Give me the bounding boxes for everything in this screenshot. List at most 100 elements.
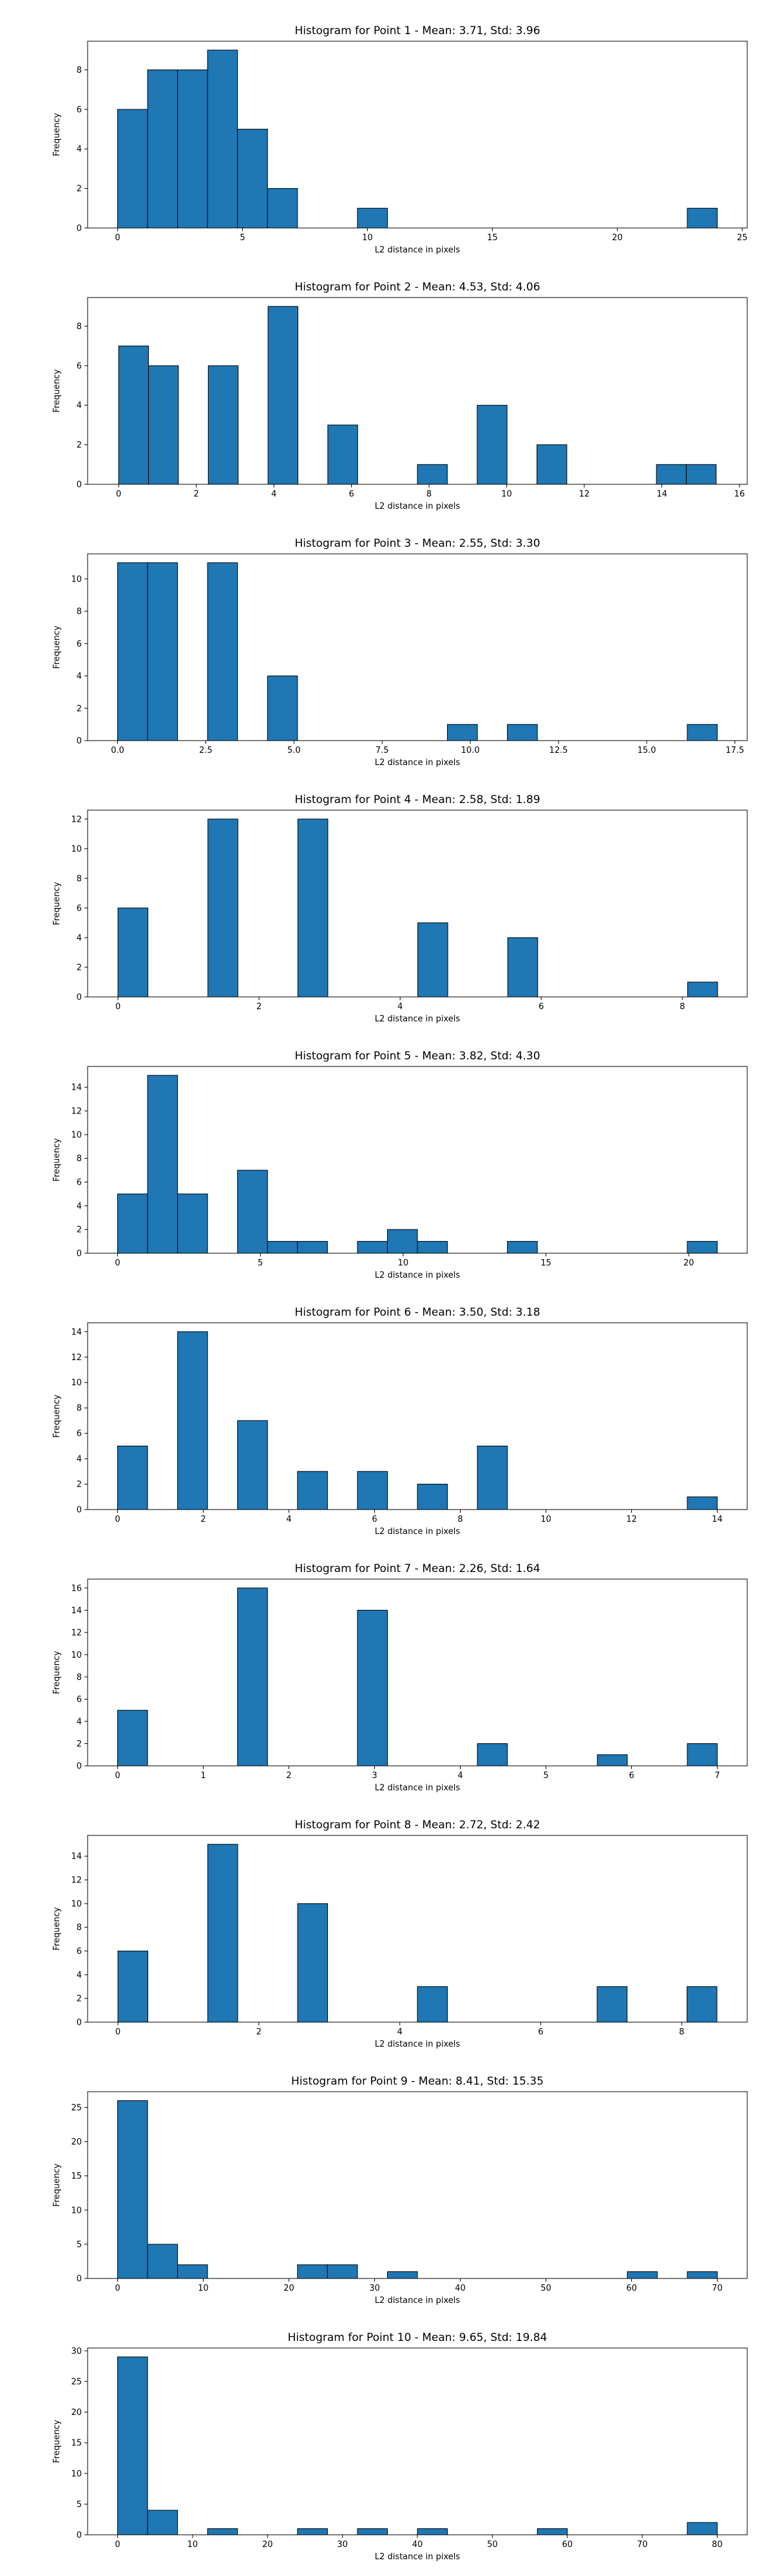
histogram-bar	[687, 724, 718, 741]
plot-frame	[87, 2091, 748, 2279]
x-tick-label: 80	[712, 2540, 723, 2550]
y-axis-label: Frequency	[52, 2420, 62, 2463]
histogram-bar	[417, 2528, 448, 2535]
y-tick-label: 5	[77, 2500, 82, 2510]
x-tick-label: 6	[539, 1002, 544, 1012]
x-tick-label: 10	[501, 489, 512, 499]
x-tick-label: 6	[629, 1771, 634, 1781]
x-tick-label: 2	[256, 1002, 262, 1012]
histogram-bar	[207, 50, 238, 229]
plot-frame	[87, 810, 748, 998]
y-tick-label: 8	[77, 66, 82, 75]
y-tick-label: 12	[71, 1107, 82, 1117]
histogram-bar	[297, 2528, 328, 2535]
y-tick-label: 20	[71, 2408, 82, 2418]
x-tick-label: 12	[579, 489, 590, 499]
x-tick-label: 0	[115, 1002, 120, 1012]
x-tick-label: 40	[455, 2284, 466, 2293]
x-tick-label: 0	[115, 2540, 120, 2550]
histogram-bar	[147, 2510, 178, 2535]
y-tick-label: 0	[77, 2018, 82, 2028]
x-axis-label: L2 distance in pixels	[375, 1271, 461, 1280]
y-tick-label: 8	[77, 322, 82, 332]
y-tick-label: 0	[77, 480, 82, 490]
y-tick-label: 6	[77, 639, 82, 649]
chart-title: Histogram for Point 3 - Mean: 2.55, Std:…	[294, 537, 540, 550]
histogram-bar	[357, 1609, 388, 1766]
chart-title: Histogram for Point 8 - Mean: 2.72, Std:…	[294, 1819, 540, 1832]
y-tick-label: 8	[77, 1404, 82, 1414]
y-tick-label: 2	[77, 1739, 82, 1749]
y-tick-label: 0	[77, 2531, 82, 2541]
x-tick-label: 6	[348, 489, 354, 499]
histogram-bar	[207, 1844, 238, 2023]
x-tick-label: 0	[115, 233, 120, 243]
histogram-bar	[596, 1754, 628, 1766]
histogram-bar	[507, 724, 538, 741]
histogram-bar	[687, 1496, 718, 1510]
x-tick-label: 12	[626, 1515, 637, 1524]
histogram-bar	[147, 70, 178, 229]
y-tick-label: 10	[71, 844, 82, 854]
y-tick-label: 4	[77, 1455, 82, 1464]
y-tick-label: 15	[71, 2172, 82, 2181]
y-tick-label: 2	[77, 440, 82, 450]
y-tick-label: 10	[71, 1130, 82, 1140]
histogram-bar	[687, 207, 718, 229]
histogram-bar	[267, 188, 298, 229]
histogram-bar	[687, 1743, 718, 1766]
histogram-panel-4: Histogram for Point 4 - Mean: 2.58, Std:…	[52, 793, 748, 1024]
chart-title: Histogram for Point 10 - Mean: 9.65, Std…	[288, 2331, 548, 2344]
x-axis-label: L2 distance in pixels	[375, 758, 461, 768]
x-tick-label: 10	[398, 1258, 409, 1268]
x-tick-label: 4	[271, 489, 276, 499]
histogram-bar	[417, 1986, 448, 2023]
y-tick-label: 6	[77, 105, 82, 115]
x-axis-label: L2 distance in pixels	[375, 1014, 461, 1024]
y-tick-label: 4	[77, 933, 82, 943]
histogram-bar	[117, 1445, 148, 1510]
histogram-bar	[148, 365, 179, 485]
x-tick-label: 10.0	[461, 746, 480, 755]
y-tick-label: 4	[77, 1717, 82, 1727]
y-tick-label: 0	[77, 1506, 82, 1515]
histogram-bar	[207, 2528, 238, 2535]
histogram-bar	[147, 2244, 178, 2279]
plot-frame	[87, 41, 748, 229]
y-tick-label: 2	[77, 1994, 82, 2004]
histogram-bar	[117, 109, 148, 229]
histogram-bar	[177, 1331, 208, 1510]
y-tick-label: 12	[71, 1353, 82, 1363]
x-tick-label: 0	[115, 2027, 120, 2037]
plot-frame	[87, 1066, 748, 1254]
plot-frame	[87, 1835, 748, 2023]
histogram-bar	[297, 2264, 328, 2279]
histogram-bar	[327, 2264, 358, 2279]
x-tick-label: 70	[712, 2284, 723, 2293]
plot-frame	[87, 297, 748, 485]
histogram-bar	[477, 1743, 508, 1766]
x-axis-label: L2 distance in pixels	[375, 1527, 461, 1537]
histogram-bar	[117, 2356, 148, 2535]
y-tick-label: 6	[77, 1178, 82, 1188]
chart-title: Histogram for Point 2 - Mean: 4.53, Std:…	[294, 281, 540, 294]
y-tick-label: 8	[77, 1154, 82, 1164]
histogram-bar	[687, 2271, 718, 2279]
y-axis-label: Frequency	[52, 1394, 62, 1437]
chart-title: Histogram for Point 9 - Mean: 8.41, Std:…	[291, 2075, 544, 2088]
x-tick-label: 10	[540, 1515, 551, 1524]
histogram-bar	[147, 1075, 178, 1254]
x-tick-label: 8	[679, 2027, 684, 2037]
y-tick-label: 0	[77, 993, 82, 1003]
x-axis-label: L2 distance in pixels	[375, 2040, 461, 2049]
histogram-bar	[417, 464, 448, 485]
histogram-bar	[687, 981, 718, 998]
y-axis-label: Frequency	[52, 1651, 62, 1694]
x-tick-label: 60	[626, 2284, 637, 2293]
x-tick-label: 40	[412, 2540, 423, 2550]
histogram-bar	[207, 562, 238, 741]
x-tick-label: 6	[372, 1515, 377, 1524]
x-tick-label: 2	[286, 1771, 291, 1781]
histogram-bar	[117, 2100, 148, 2279]
